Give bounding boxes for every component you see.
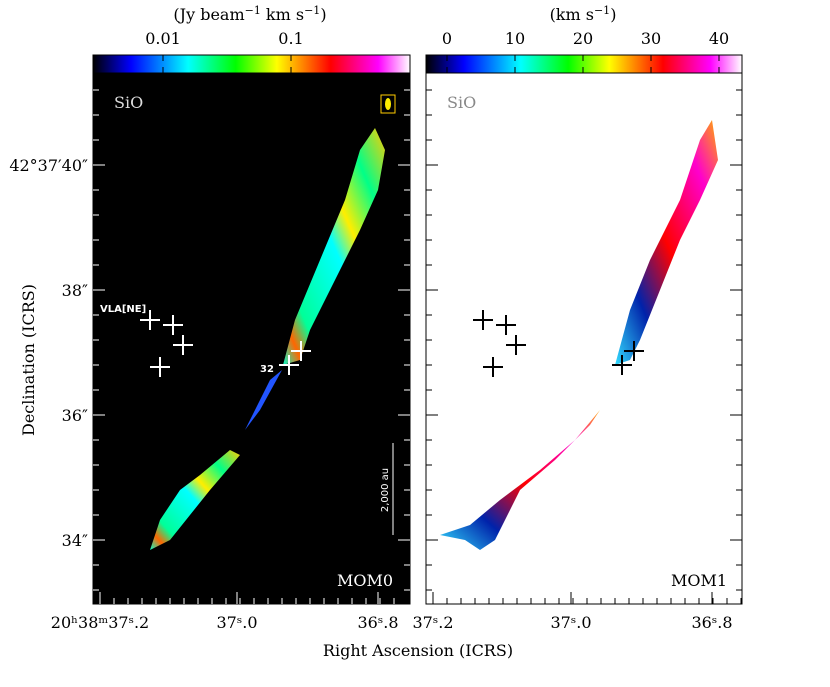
- source-label: VLA[NE]: [100, 304, 146, 315]
- x-axis-title: Right Ascension (ICRS): [323, 641, 513, 660]
- y-tick-label: 38″: [62, 281, 88, 300]
- unit-part: ): [610, 5, 616, 24]
- line-label: SiO: [447, 93, 476, 112]
- x-tick-label: 36ˢ.8: [357, 613, 398, 632]
- unit-part: (Jy beam: [173, 5, 244, 24]
- colorbar-tick-label: 0: [442, 29, 452, 48]
- beam-box: [380, 94, 396, 114]
- line-label: SiO: [114, 93, 143, 112]
- scale-bar-label: 2,000 au: [380, 468, 391, 512]
- emission: [150, 450, 240, 550]
- colorbar-tick-label: 0.1: [278, 29, 303, 48]
- unit-part: −1: [594, 4, 610, 17]
- emission: [245, 370, 282, 430]
- moment-label: MOM1: [671, 571, 727, 590]
- unit-part: −1: [304, 4, 320, 17]
- colorbar-label: (Jy beam−1 km s−1): [173, 4, 326, 24]
- x-tick-label: 37ˢ.0: [216, 613, 257, 632]
- y-tick-label: 34″: [62, 531, 88, 550]
- x-tick-label: 20ʰ38ᵐ37ˢ.2: [51, 613, 149, 632]
- moment-label: MOM0: [337, 571, 393, 590]
- unit-part: −1: [245, 4, 261, 17]
- y-axis-title: Declination (ICRS): [19, 284, 38, 436]
- unit-part: km s: [261, 5, 304, 24]
- x-tick-label: 37ˢ.2: [412, 613, 453, 632]
- source-label: 32: [260, 364, 274, 375]
- unit-part: (km s: [550, 5, 594, 24]
- colorbar-tick-label: 20: [573, 29, 593, 48]
- emission: [283, 128, 385, 365]
- colorbar-tick-label: 0.01: [145, 29, 181, 48]
- frame: [92, 72, 411, 605]
- beam: [385, 98, 391, 110]
- x-tick-label: 36ˢ.8: [691, 613, 732, 632]
- y-tick-label: 42°37′40″: [9, 156, 88, 175]
- x-tick-label: 37ˢ.0: [550, 613, 591, 632]
- colorbar-tick-label: 30: [641, 29, 661, 48]
- y-tick-label: 36″: [62, 406, 88, 425]
- panels: [92, 54, 743, 605]
- colorbar: [92, 54, 411, 74]
- colorbar-tick-label: 40: [709, 29, 729, 48]
- colorbar: [425, 54, 743, 74]
- annotations: (Jy beam−1 km s−1) (km s−1)0.01 0.1 0 10 20 30…: [9, 4, 742, 660]
- mom1-map: [425, 72, 743, 605]
- emission: [615, 120, 718, 365]
- unit-part: ): [320, 5, 326, 24]
- colorbar-tick-label: 10: [505, 29, 525, 48]
- colorbar-label: (km s−1): [550, 4, 617, 24]
- emission: [440, 410, 600, 550]
